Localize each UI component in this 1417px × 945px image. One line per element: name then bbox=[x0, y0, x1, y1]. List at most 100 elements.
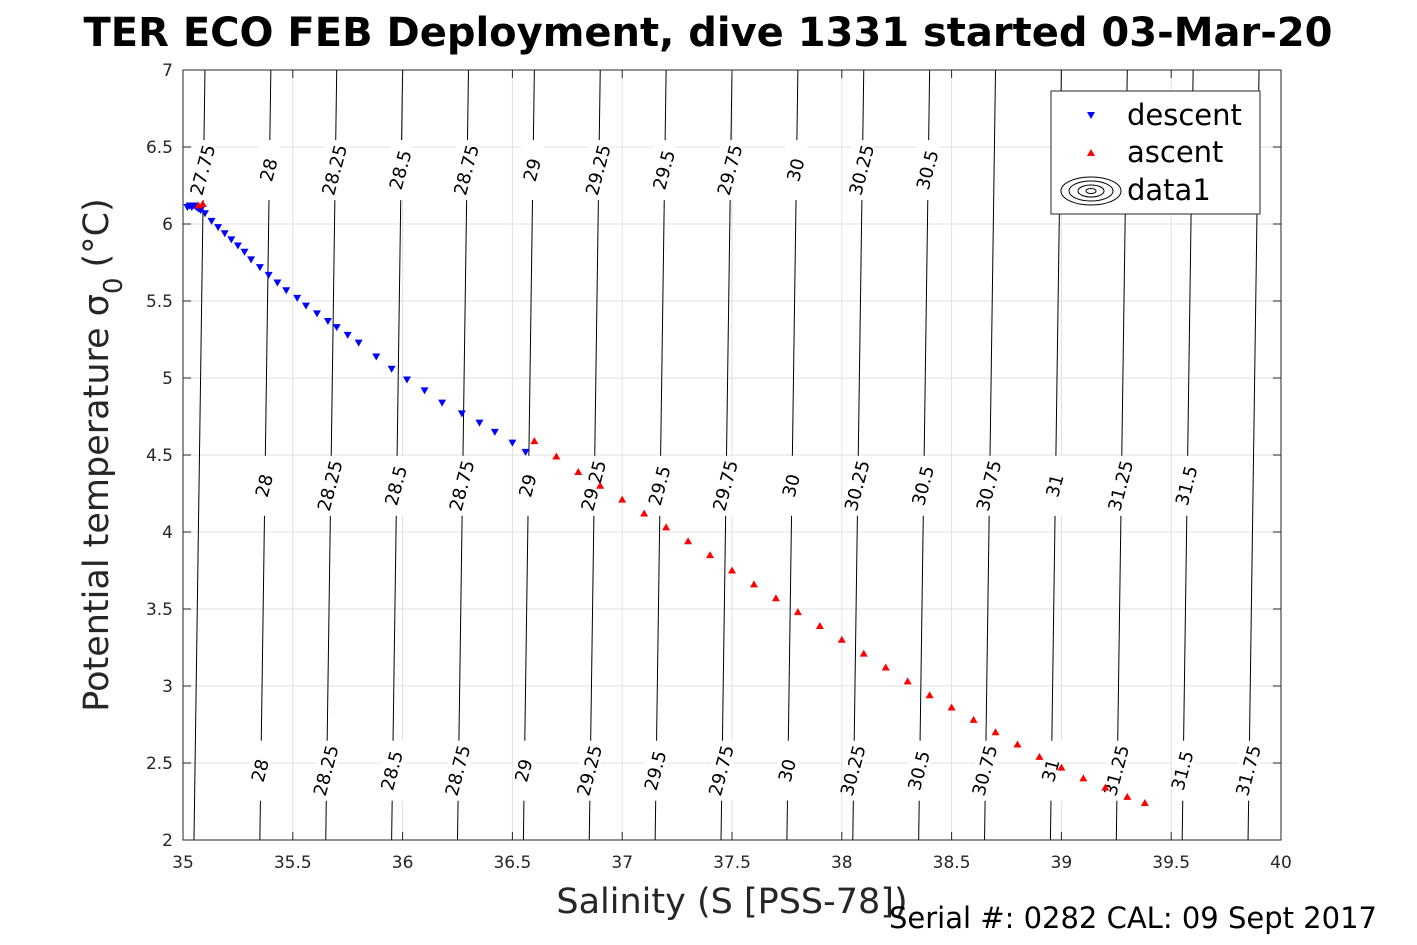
contour-label: 28.75 bbox=[450, 142, 484, 197]
y-tick-label: 2.5 bbox=[146, 754, 173, 774]
y-tick-label: 3.5 bbox=[146, 600, 173, 620]
contour-label-bg bbox=[315, 740, 338, 801]
x-tick-label: 37.5 bbox=[713, 853, 751, 873]
legend-ascent-marker bbox=[1087, 149, 1095, 156]
serial-calibration-note: Serial #: 0282 CAL: 09 Sept 2017 bbox=[889, 901, 1377, 935]
descent-point bbox=[457, 410, 466, 418]
contour-label-bg bbox=[645, 740, 668, 801]
y-tick-label: 4.5 bbox=[146, 446, 173, 466]
descent-point bbox=[402, 376, 411, 384]
contour-label-bg bbox=[1176, 455, 1199, 516]
contour-label-bg bbox=[842, 740, 865, 801]
ascent-point bbox=[684, 537, 693, 545]
x-axis-ticks: 35 35.5 36 36.5 37 37.5 38 38.5 39 39.5 40 bbox=[172, 70, 1292, 873]
descent-point bbox=[207, 217, 216, 225]
ascent-point bbox=[991, 728, 1000, 736]
contour-label-bg bbox=[319, 455, 342, 516]
descent-point bbox=[293, 294, 302, 302]
descent-point bbox=[332, 324, 341, 332]
contour-label-bg bbox=[517, 455, 540, 516]
legend: descent ascent data1 bbox=[1050, 90, 1261, 215]
contour-label-bg bbox=[974, 740, 997, 801]
contour-label-bg bbox=[1238, 740, 1261, 801]
ascent-point bbox=[1101, 783, 1110, 791]
descent-point bbox=[521, 448, 530, 456]
contour-label-bg bbox=[258, 140, 281, 201]
contour-label-bg bbox=[579, 740, 602, 801]
ascent-point bbox=[1035, 752, 1044, 760]
ascent-point bbox=[706, 551, 715, 559]
ascent-point bbox=[1123, 792, 1132, 800]
ascent-point bbox=[815, 621, 824, 629]
x-axis-label: Salinity (S [PSS-78]) bbox=[556, 882, 907, 922]
descent-point bbox=[214, 224, 223, 232]
contour-label-bg bbox=[456, 140, 479, 201]
ascent-point bbox=[793, 608, 802, 616]
x-tick-label: 35 bbox=[172, 853, 194, 873]
descent-point bbox=[438, 399, 447, 407]
ascent-point bbox=[837, 635, 846, 643]
contour-label-bg bbox=[447, 740, 470, 801]
legend-ascent-label: ascent bbox=[1127, 135, 1223, 169]
descent-point bbox=[255, 264, 264, 272]
contour-label: 28.75 bbox=[442, 743, 476, 798]
descent-point bbox=[247, 256, 256, 264]
contour-label-bg bbox=[711, 740, 734, 801]
descent-point bbox=[387, 365, 396, 373]
x-tick-label: 36.5 bbox=[493, 853, 531, 873]
contour-label: 31.75 bbox=[1232, 743, 1266, 798]
contour-label: 29.25 bbox=[582, 142, 616, 197]
descent-series bbox=[183, 202, 530, 456]
contour-label-bg bbox=[715, 455, 738, 516]
y-tick-label: 6.5 bbox=[146, 138, 173, 158]
y-tick-label: 7 bbox=[162, 61, 173, 81]
contour-label: 28.25 bbox=[314, 458, 348, 513]
ascent-point bbox=[552, 452, 561, 460]
contour-labels: 27.75 28 28.25 28.5 28.75 29 29.25 29.5 29.75 30 3… bbox=[187, 140, 1266, 801]
contour-label-bg bbox=[521, 140, 544, 201]
contour-label: 28.25 bbox=[318, 142, 352, 197]
ascent-point bbox=[618, 495, 627, 503]
y-tick-label: 3 bbox=[162, 677, 173, 697]
contour-label: 29.25 bbox=[577, 458, 611, 513]
y-tick-label: 6 bbox=[162, 215, 173, 235]
x-tick-label: 35.5 bbox=[274, 853, 312, 873]
contour-label-bg bbox=[1106, 740, 1129, 801]
descent-point bbox=[273, 279, 282, 287]
ascent-point bbox=[859, 649, 868, 657]
contour-label-bg bbox=[381, 740, 404, 801]
contour-label-bg bbox=[776, 740, 799, 801]
ascent-point bbox=[574, 467, 583, 475]
contour-label: 30.75 bbox=[973, 458, 1007, 513]
ascent-point bbox=[596, 481, 605, 489]
descent-point bbox=[301, 302, 310, 310]
ascent-point bbox=[771, 594, 780, 602]
contour-label-bg bbox=[978, 455, 1001, 516]
contour-label-bg bbox=[908, 740, 931, 801]
contour-label-bg bbox=[653, 140, 676, 201]
descent-point bbox=[508, 439, 517, 447]
contour-label-bg bbox=[587, 140, 610, 201]
descent-point bbox=[372, 353, 381, 361]
contour-label: 31.25 bbox=[1105, 458, 1139, 513]
ascent-point bbox=[1079, 774, 1088, 782]
ascent-point bbox=[749, 580, 758, 588]
x-tick-label: 39 bbox=[1051, 853, 1073, 873]
contour-label-bg bbox=[192, 140, 215, 201]
ascent-point bbox=[728, 566, 736, 574]
ascent-point bbox=[881, 663, 890, 671]
legend-descent-marker bbox=[1087, 112, 1095, 119]
descent-point bbox=[475, 419, 484, 427]
y-tick-label: 4 bbox=[162, 523, 173, 543]
descent-point bbox=[220, 230, 229, 238]
y-tick-label: 5.5 bbox=[146, 292, 173, 312]
descent-point bbox=[233, 242, 242, 250]
y-axis-ticks: 2 2.5 3 3.5 4 4.5 5 5.5 6 6.5 7 bbox=[146, 61, 1281, 851]
descent-point bbox=[196, 207, 205, 215]
legend-contour-label: data1 bbox=[1127, 173, 1211, 207]
legend-box bbox=[1050, 90, 1261, 215]
y-axis-label: Potential temperature σ0(°C) bbox=[77, 198, 129, 712]
contour-label: 29.25 bbox=[573, 743, 607, 798]
ascent-point bbox=[925, 691, 934, 699]
ascent-series bbox=[194, 199, 1149, 807]
